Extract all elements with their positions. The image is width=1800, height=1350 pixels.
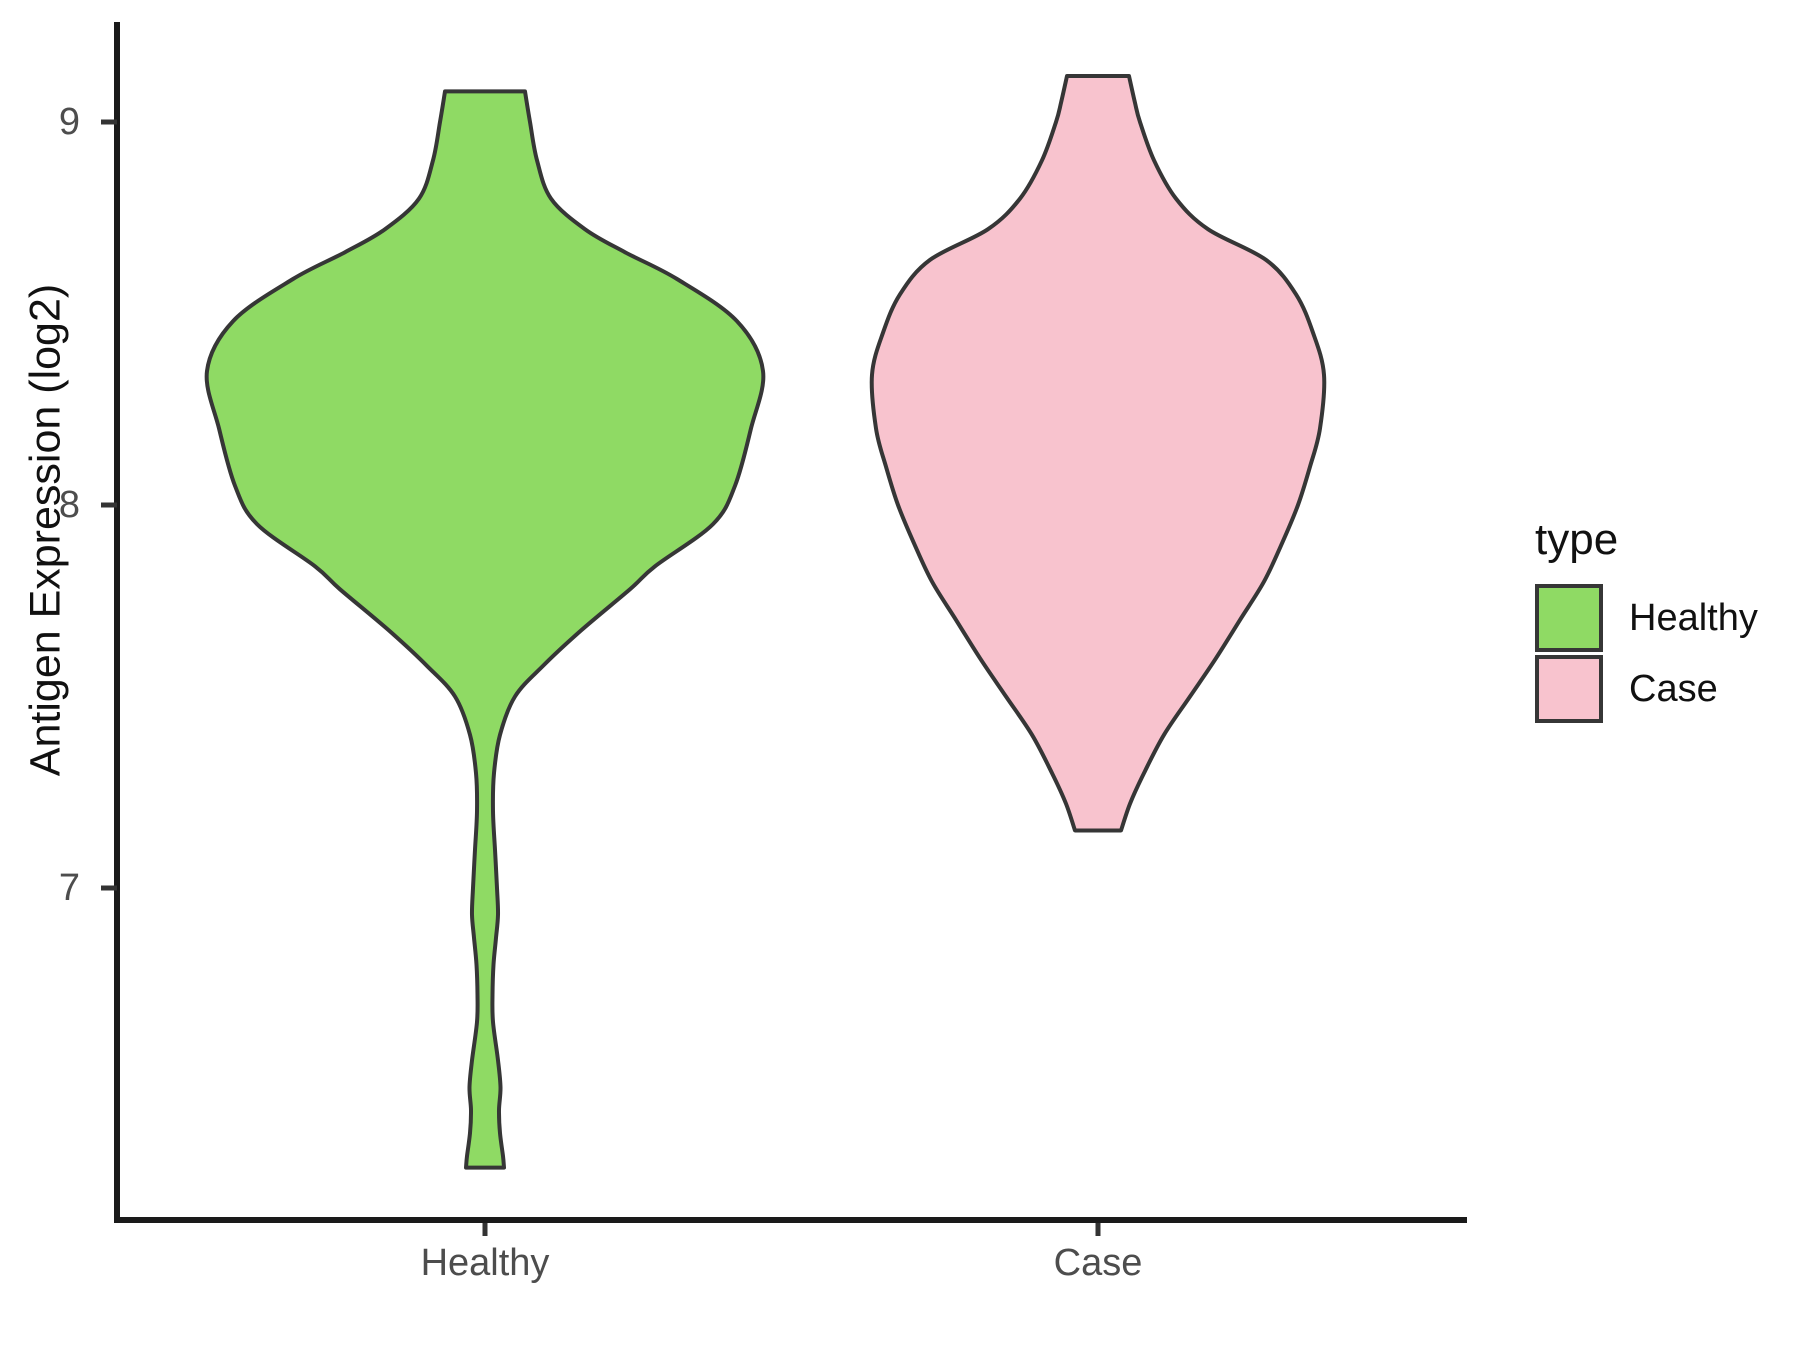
- violin-healthy: [204, 89, 766, 1170]
- legend-key-healthy-swatch: [1535, 584, 1603, 653]
- x-tick-label-healthy: Healthy: [420, 1242, 550, 1284]
- violin-case: [869, 74, 1327, 833]
- y-tick-label-7: 7: [58, 867, 80, 909]
- legend-key-case-swatch: [1535, 655, 1603, 724]
- legend-label-case: Case: [1629, 668, 1718, 711]
- y-axis-title: Antigen Expression (log2): [21, 283, 70, 777]
- legend: type Healthy Case: [1535, 515, 1758, 726]
- legend-title: type: [1535, 515, 1619, 564]
- legend-item-healthy: Healthy: [1535, 584, 1758, 653]
- y-tick-label-9: 9: [58, 101, 80, 143]
- legend-item-case: Case: [1535, 655, 1758, 724]
- x-tick-label-case: Case: [1053, 1242, 1143, 1284]
- legend-label-healthy: Healthy: [1629, 597, 1758, 640]
- y-tick-label-8: 8: [58, 484, 80, 526]
